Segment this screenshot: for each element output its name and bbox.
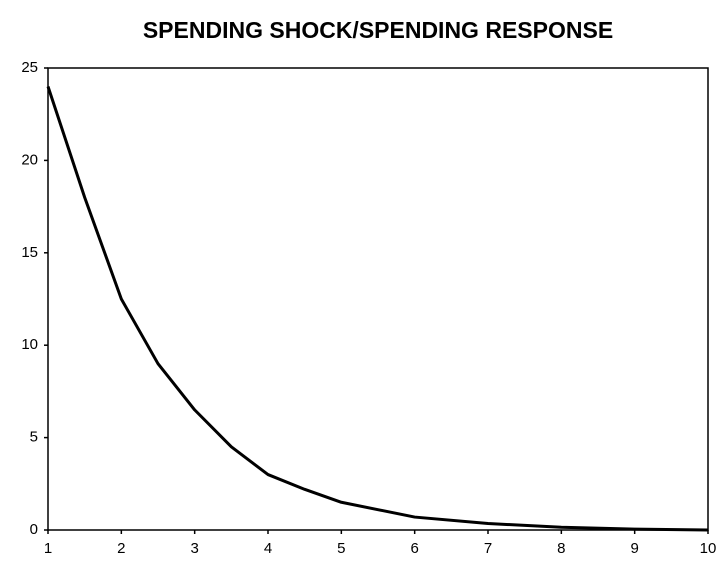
x-tick-label: 2 bbox=[117, 540, 125, 557]
x-tick-label: 5 bbox=[337, 540, 345, 557]
chart-title: SPENDING SHOCK/SPENDING RESPONSE bbox=[143, 17, 613, 43]
y-tick-label: 5 bbox=[30, 429, 38, 446]
x-tick-label: 1 bbox=[44, 540, 52, 557]
x-tick-label: 10 bbox=[700, 540, 717, 557]
x-tick-label: 4 bbox=[264, 540, 272, 557]
x-tick-label: 3 bbox=[190, 540, 198, 557]
y-tick-label: 0 bbox=[30, 521, 38, 538]
line bbox=[46, 86, 709, 532]
x-tick-label: 7 bbox=[484, 540, 492, 557]
x-tick-label: 6 bbox=[410, 540, 418, 557]
x-tick-label: 9 bbox=[630, 540, 638, 557]
y-tick-label: 15 bbox=[21, 244, 38, 261]
y-tick-label: 20 bbox=[21, 151, 38, 168]
y-tick-label: 10 bbox=[21, 336, 38, 353]
x-tick-label: 8 bbox=[557, 540, 565, 557]
plot-frame bbox=[47, 67, 709, 531]
y-tick-label: 25 bbox=[21, 59, 38, 76]
